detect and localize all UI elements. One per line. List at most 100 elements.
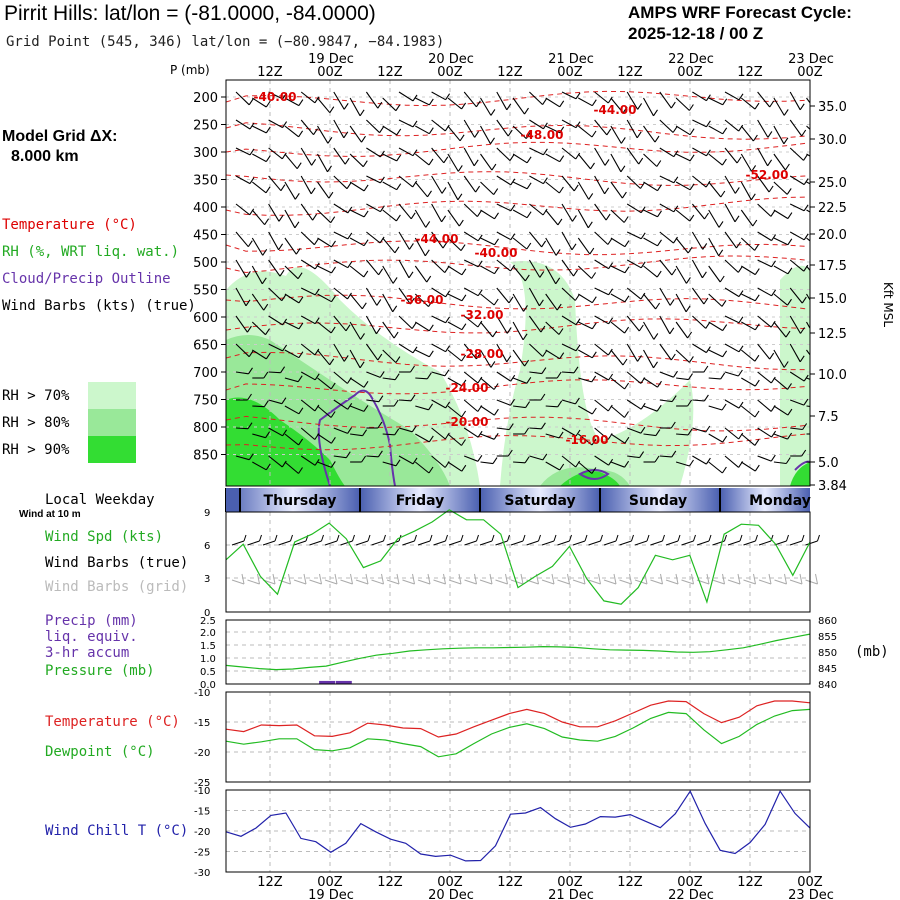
x-tick-label: 12Z: [497, 65, 523, 80]
wind-barb: [708, 237, 720, 257]
wind-barb-flag: [722, 127, 728, 135]
temperature-contour: [226, 240, 807, 256]
wind-barb: [431, 315, 446, 324]
wind-barb: [806, 377, 810, 380]
wind-barb-flag: [428, 127, 434, 135]
wind-barb: [349, 377, 365, 388]
temperature-contour: [226, 351, 806, 371]
wind-barb: [382, 237, 396, 254]
wind-barb-flag: [670, 101, 676, 109]
wind-barb-flag: [507, 129, 513, 137]
wind-barb-true: [739, 534, 743, 542]
wind-barb-true: [367, 534, 371, 542]
wind-barb: [300, 427, 316, 440]
wind-barb: [529, 91, 543, 105]
wind-barb-grid: [355, 579, 369, 585]
wind-barb: [251, 181, 267, 194]
wind-at-10m-label: Wind at 10 m: [19, 509, 81, 520]
wind-barb-flag: [771, 260, 776, 268]
wind-barb-flag: [265, 431, 271, 439]
temperature-contour-label: -44.00: [594, 103, 637, 117]
wind-barb-flag: [754, 323, 760, 331]
wind-barb: [398, 427, 413, 433]
wind-barb-flag: [751, 165, 757, 172]
wind-barb-grid: [541, 579, 555, 585]
wind-barb: [350, 433, 363, 437]
weekday-label: Saturday: [504, 493, 575, 509]
wind-barb: [382, 461, 397, 467]
wind-barb: [594, 91, 609, 104]
wind-barb-flag: [738, 316, 744, 324]
wind-barb-flag: [282, 429, 288, 437]
wind-barb: [251, 237, 264, 256]
temperature-panel-label: Temperature (°C): [45, 714, 180, 730]
height-tick-label: 25.0: [818, 176, 847, 191]
wind-barb: [463, 343, 477, 360]
wind-barb: [300, 399, 316, 412]
wind-barb-flag: [510, 374, 516, 382]
wind-barb: [529, 119, 544, 130]
wind-barb-flag: [559, 126, 565, 134]
wind-barb: [528, 315, 542, 333]
wind-barb: [708, 209, 720, 228]
wind-barb: [398, 231, 410, 250]
wind-barb: [757, 455, 772, 462]
wind-barb: [235, 119, 251, 130]
wind-barb-flag: [638, 157, 644, 165]
wind-barb-flag: [525, 132, 531, 139]
wind-barb: [773, 405, 789, 416]
wind-barb: [724, 203, 736, 223]
wind-barb-flag: [311, 158, 317, 166]
wind-barb: [268, 175, 282, 192]
wind-barb: [268, 315, 283, 326]
wind-barb: [545, 321, 560, 335]
wind-barb-flag: [331, 240, 336, 248]
rh80-swatch: [88, 409, 136, 436]
wind-barb-flag: [607, 404, 613, 412]
wind-barb-flag: [428, 158, 434, 166]
wind-barb: [740, 209, 754, 227]
wind-barb-flag: [412, 346, 418, 354]
wind-barb: [512, 265, 526, 282]
wind-barb: [708, 349, 723, 358]
wind-barb: [414, 153, 430, 166]
wind-barb: [529, 455, 543, 461]
wind-barb: [366, 455, 379, 458]
x-tick-label: 00Z: [797, 65, 823, 80]
wind-barb-flag: [298, 296, 304, 304]
wind-barb-flag: [345, 451, 351, 459]
wind-barb: [333, 175, 348, 190]
wind-barb-flag: [377, 101, 383, 109]
x-tick-label: 12Z: [617, 65, 643, 80]
wind-barb: [268, 91, 283, 100]
wind-barb-flag: [278, 243, 284, 251]
wind-barb-flag: [361, 455, 367, 463]
wind-barb-flag: [754, 410, 760, 418]
wind-barbs: [235, 91, 825, 474]
wind-barb-flag: [395, 104, 401, 112]
wind-barb-flag: [801, 449, 807, 457]
pressure-tick-label: 840: [818, 680, 837, 691]
wind-barb-flag: [573, 269, 578, 277]
wind-barb: [561, 259, 574, 277]
wind-barb-flag: [589, 247, 595, 255]
wind-barb-grid: [324, 579, 338, 585]
wind-barb: [529, 175, 544, 185]
wind-barb: [545, 461, 560, 471]
wind-barb-flag: [343, 355, 349, 362]
temperature-contour: [226, 122, 807, 140]
wind-barb: [757, 203, 772, 217]
wind-barb-flag: [821, 157, 825, 163]
wind-barb-flag: [507, 449, 513, 457]
legend-rh: RH (%, WRT liq. wat.): [2, 244, 180, 260]
wind-barb: [594, 203, 607, 221]
wind-barb: [463, 203, 478, 217]
wind-barb-flag: [783, 109, 789, 116]
wind-barb-flag: [427, 190, 432, 198]
wind-barb: [675, 181, 691, 191]
wind-barb: [349, 321, 361, 340]
x-tick-label: 12Z: [737, 65, 763, 80]
wind-barb-true: [464, 540, 477, 546]
wind-barb: [561, 91, 577, 100]
wind-barb: [773, 377, 788, 390]
